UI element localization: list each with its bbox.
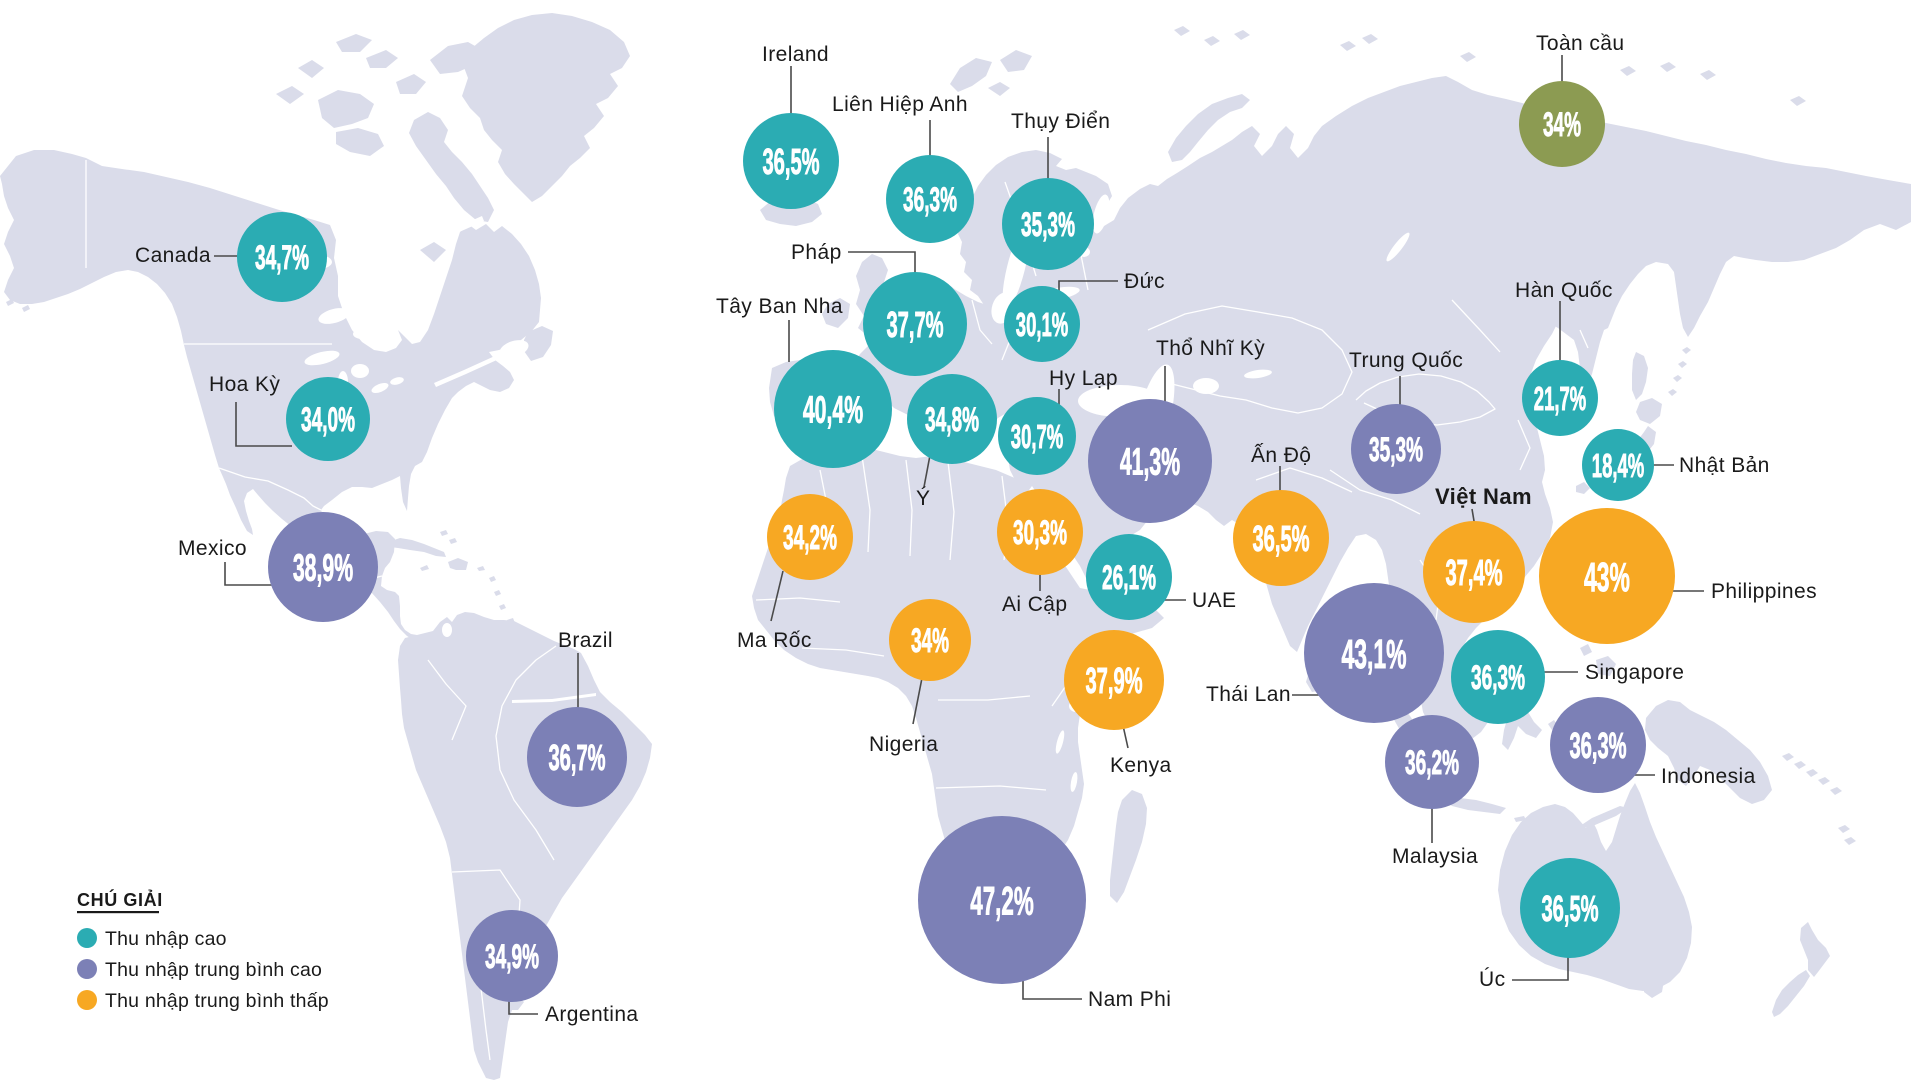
- svg-text:Ma Rốc: Ma Rốc: [737, 629, 812, 652]
- svg-text:Ý: Ý: [916, 487, 930, 510]
- svg-text:36,2%: 36,2%: [1405, 743, 1459, 781]
- svg-text:35,3%: 35,3%: [1021, 205, 1075, 243]
- svg-text:Philippines: Philippines: [1711, 580, 1817, 603]
- svg-text:34,8%: 34,8%: [925, 400, 979, 438]
- svg-text:47,2%: 47,2%: [970, 879, 1033, 923]
- svg-text:Trung Quốc: Trung Quốc: [1349, 349, 1463, 372]
- svg-text:30,1%: 30,1%: [1016, 306, 1069, 343]
- svg-text:Singapore: Singapore: [1585, 661, 1684, 684]
- svg-text:36,3%: 36,3%: [1569, 727, 1626, 766]
- svg-text:Ireland: Ireland: [762, 43, 829, 66]
- svg-text:Hy Lạp: Hy Lạp: [1049, 367, 1118, 390]
- svg-text:Thụy Điển: Thụy Điển: [1011, 110, 1110, 133]
- svg-text:37,4%: 37,4%: [1445, 554, 1502, 593]
- svg-text:Ai Cập: Ai Cập: [1002, 593, 1067, 616]
- svg-text:Úc: Úc: [1479, 968, 1505, 991]
- svg-text:Brazil: Brazil: [558, 629, 613, 652]
- svg-text:38,9%: 38,9%: [293, 546, 353, 589]
- svg-text:Liên Hiệp Anh: Liên Hiệp Anh: [832, 93, 968, 116]
- svg-text:Ấn Độ: Ấn Độ: [1251, 444, 1311, 467]
- svg-text:34,7%: 34,7%: [255, 238, 309, 276]
- svg-text:CHÚ GIẢI: CHÚ GIẢI: [77, 889, 163, 910]
- svg-text:Mexico: Mexico: [178, 537, 247, 560]
- svg-text:34%: 34%: [1543, 105, 1581, 143]
- svg-text:Hoa Kỳ: Hoa Kỳ: [209, 373, 280, 396]
- svg-text:Thổ Nhĩ Kỳ: Thổ Nhĩ Kỳ: [1156, 337, 1265, 360]
- svg-text:Nam Phi: Nam Phi: [1088, 988, 1171, 1011]
- svg-text:43%: 43%: [1584, 555, 1630, 601]
- svg-text:36,5%: 36,5%: [1252, 520, 1309, 559]
- svg-text:34,9%: 34,9%: [485, 937, 539, 975]
- svg-text:Pháp: Pháp: [791, 241, 842, 264]
- svg-text:30,3%: 30,3%: [1013, 513, 1067, 551]
- svg-text:UAE: UAE: [1192, 589, 1236, 612]
- svg-text:Nhật Bản: Nhật Bản: [1679, 454, 1770, 477]
- svg-text:Canada: Canada: [135, 244, 211, 267]
- svg-text:34,2%: 34,2%: [783, 518, 837, 556]
- svg-text:Thu nhập cao: Thu nhập cao: [105, 928, 227, 950]
- svg-text:43,1%: 43,1%: [1341, 632, 1406, 678]
- svg-text:Thái Lan: Thái Lan: [1206, 683, 1291, 706]
- svg-text:36,5%: 36,5%: [1541, 890, 1598, 929]
- svg-text:Việt Nam: Việt Nam: [1435, 484, 1532, 509]
- svg-text:36,7%: 36,7%: [548, 739, 605, 778]
- svg-text:26,1%: 26,1%: [1102, 558, 1156, 596]
- svg-text:Nigeria: Nigeria: [869, 733, 938, 756]
- svg-text:Thu nhập trung bình thấp: Thu nhập trung bình thấp: [105, 990, 329, 1012]
- svg-text:18,4%: 18,4%: [1592, 447, 1645, 484]
- svg-text:36,3%: 36,3%: [903, 180, 957, 218]
- svg-text:Kenya: Kenya: [1110, 754, 1172, 777]
- svg-text:34%: 34%: [911, 621, 949, 659]
- svg-text:21,7%: 21,7%: [1534, 380, 1587, 417]
- svg-text:37,7%: 37,7%: [886, 306, 943, 345]
- svg-text:35,3%: 35,3%: [1369, 430, 1423, 468]
- svg-text:34,0%: 34,0%: [301, 400, 355, 438]
- svg-text:Toàn cầu: Toàn cầu: [1536, 32, 1624, 55]
- svg-text:Hàn Quốc: Hàn Quốc: [1515, 279, 1613, 302]
- svg-text:Argentina: Argentina: [545, 1003, 639, 1026]
- svg-text:Thu nhập trung bình cao: Thu nhập trung bình cao: [105, 959, 322, 981]
- svg-text:30,7%: 30,7%: [1011, 418, 1064, 455]
- svg-text:Tây Ban Nha: Tây Ban Nha: [716, 295, 843, 318]
- svg-text:41,3%: 41,3%: [1120, 440, 1180, 483]
- svg-text:36,3%: 36,3%: [1471, 658, 1525, 696]
- svg-text:37,9%: 37,9%: [1085, 662, 1142, 701]
- svg-text:36,5%: 36,5%: [762, 143, 819, 182]
- svg-text:Đức: Đức: [1124, 270, 1165, 293]
- svg-text:40,4%: 40,4%: [803, 388, 863, 431]
- svg-text:Indonesia: Indonesia: [1661, 765, 1756, 788]
- svg-text:Malaysia: Malaysia: [1392, 845, 1478, 868]
